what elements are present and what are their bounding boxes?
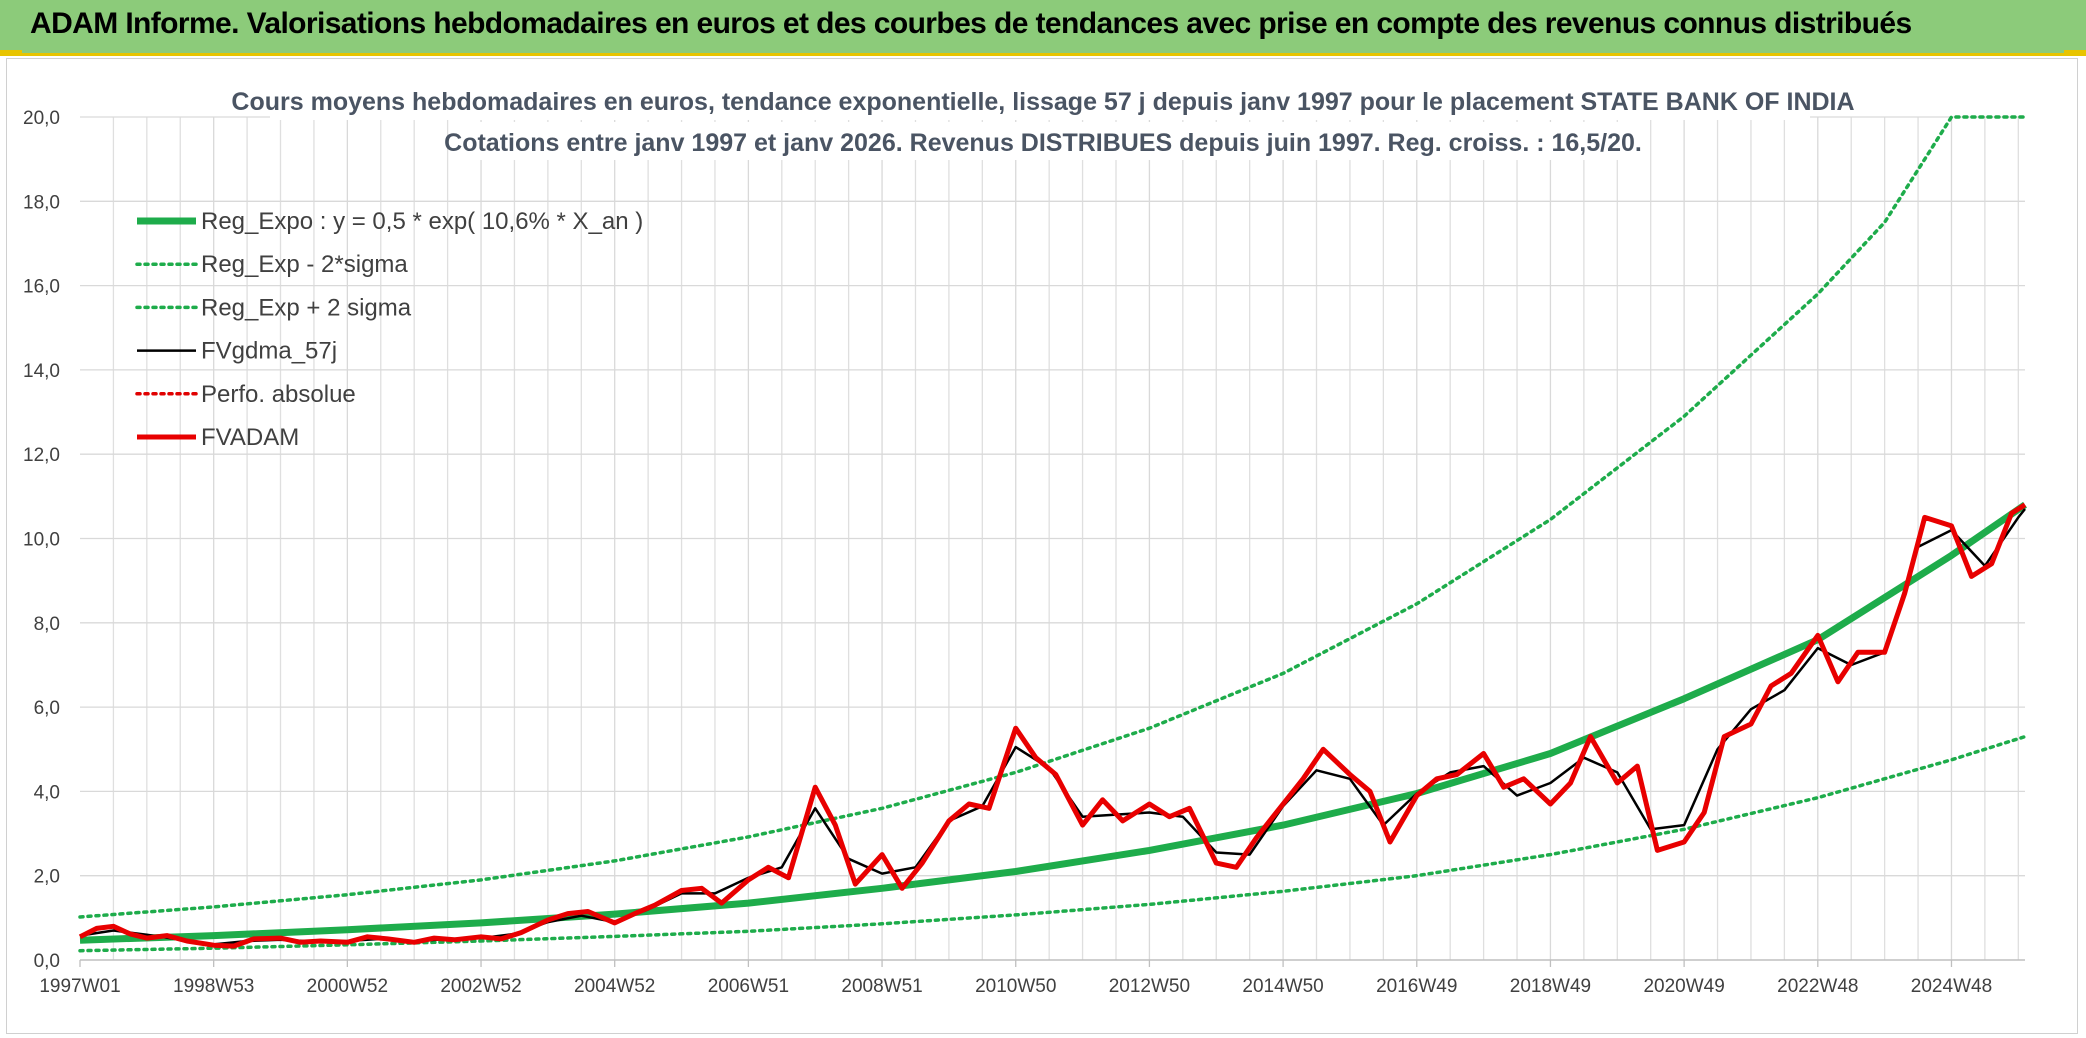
- grid: [80, 116, 2025, 960]
- report-title: ADAM Informe. Valorisations hebdomadaire…: [30, 7, 1912, 40]
- series-line-0: [79, 501, 2027, 944]
- x-tick-label: 1998W53: [173, 976, 254, 997]
- legend: Reg_Expo : y = 0,5 * exp( 10,6% * X_an )…: [135, 208, 643, 451]
- x-tick-label: 2004W52: [574, 976, 655, 997]
- series-line-5: [78, 502, 2027, 949]
- legend-label: Perfo. absolue: [201, 381, 356, 408]
- x-tick-label: 2016W49: [1376, 976, 1457, 997]
- title-bg: [270, 82, 1810, 120]
- y-tick-label: 0,0: [34, 951, 60, 972]
- y-tick-label: 20,0: [23, 108, 60, 129]
- x-tick-label: 2020W49: [1643, 976, 1724, 997]
- x-tick-label: 2002W52: [440, 976, 521, 997]
- x-tick-label: 2012W50: [1109, 976, 1190, 997]
- y-tick-label: 10,0: [23, 530, 60, 551]
- header-accent-right: [2064, 50, 2086, 56]
- y-tick-label: 2,0: [34, 867, 60, 888]
- y-tick-label: 16,0: [23, 277, 60, 298]
- y-tick-label: 12,0: [23, 445, 60, 466]
- x-tick-label: 2000W52: [307, 976, 388, 997]
- subtitle-bg: [470, 122, 1620, 160]
- y-tick-label: 4,0: [34, 782, 60, 803]
- chart-title: Cours moyens hebdomadaires en euros, ten…: [231, 88, 1854, 116]
- y-tick-label: 14,0: [23, 361, 60, 382]
- chart-subtitle: Cotations entre janv 1997 et janv 2026. …: [444, 129, 1642, 157]
- header-bar: ADAM Informe. Valorisations hebdomadaire…: [0, 0, 2086, 56]
- x-tick-label: 2014W50: [1242, 976, 1323, 997]
- legend-label: FVADAM: [201, 424, 299, 451]
- legend-label: Reg_Expo : y = 0,5 * exp( 10,6% * X_an ): [201, 208, 643, 235]
- legend-label: Reg_Exp - 2*sigma: [201, 251, 408, 278]
- chart-frame: [6, 58, 2078, 1034]
- y-tick-label: 6,0: [34, 698, 60, 719]
- series-line-3: [79, 508, 2026, 946]
- x-tick-label: 2006W51: [708, 976, 789, 997]
- legend-label: Reg_Exp + 2 sigma: [201, 294, 412, 321]
- series: [78, 115, 2027, 953]
- series-line-2: [78, 115, 2027, 919]
- x-tick-label: 2022W48: [1777, 976, 1858, 997]
- x-tick-label: 2024W48: [1911, 976, 1992, 997]
- x-tick-label: 1997W01: [39, 976, 120, 997]
- x-tick-label: 2010W50: [975, 976, 1056, 997]
- axes: 0,0 2,0 4,0 6,0 8,0 10,0 12,0 14,0 16,0 18,0 20,0 1…: [23, 108, 2025, 997]
- y-tick-label: 18,0: [23, 192, 60, 213]
- x-tick-label: 2008W51: [841, 976, 922, 997]
- legend-label: FVgdma_57j: [201, 338, 337, 365]
- header-accent-left: [0, 50, 22, 56]
- chart-titles: Cours moyens hebdomadaires en euros, ten…: [231, 82, 1855, 160]
- y-tick-label: 8,0: [34, 614, 60, 635]
- x-tick-label: 2018W49: [1510, 976, 1591, 997]
